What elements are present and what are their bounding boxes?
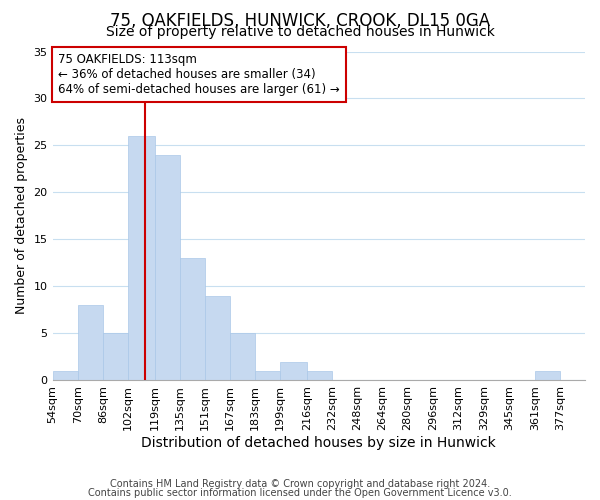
Bar (307, 371, 332, 380)
Bar (205, 296, 230, 380)
Bar (77, 306, 103, 380)
Bar (180, 258, 205, 380)
Bar (53, 371, 77, 380)
Bar (255, 371, 280, 380)
Bar (230, 334, 255, 380)
Text: 75 OAKFIELDS: 113sqm
← 36% of detached houses are smaller (34)
64% of semi-detac: 75 OAKFIELDS: 113sqm ← 36% of detached h… (58, 53, 340, 96)
Text: Size of property relative to detached houses in Hunwick: Size of property relative to detached ho… (106, 25, 494, 39)
Bar (103, 334, 128, 380)
Bar (535, 371, 560, 380)
Bar (155, 155, 180, 380)
Bar (128, 136, 155, 380)
Y-axis label: Number of detached properties: Number of detached properties (15, 118, 28, 314)
Text: 75, OAKFIELDS, HUNWICK, CROOK, DL15 0GA: 75, OAKFIELDS, HUNWICK, CROOK, DL15 0GA (110, 12, 490, 30)
Bar (280, 362, 307, 380)
Text: Contains HM Land Registry data © Crown copyright and database right 2024.: Contains HM Land Registry data © Crown c… (110, 479, 490, 489)
Text: Contains public sector information licensed under the Open Government Licence v3: Contains public sector information licen… (88, 488, 512, 498)
X-axis label: Distribution of detached houses by size in Hunwick: Distribution of detached houses by size … (142, 436, 496, 450)
